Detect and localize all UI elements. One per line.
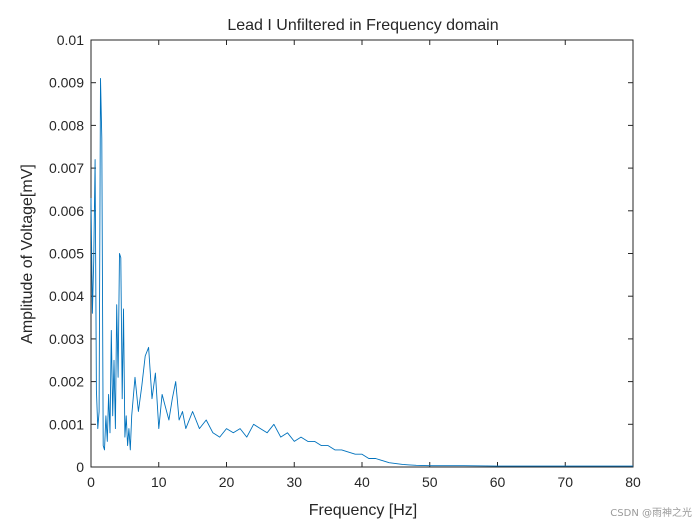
y-tick-label: 0.007 — [49, 160, 84, 176]
ticks: 0 10 20 30 40 50 60 70 80 0 0.001 0.002 0.003 0.004 0.… — [49, 32, 641, 490]
y-tick-label: 0.01 — [57, 32, 84, 48]
y-tick-label: 0.001 — [49, 416, 84, 432]
x-tick-label: 80 — [625, 474, 641, 490]
x-tick-label: 30 — [286, 474, 302, 490]
y-tick-label: 0.002 — [49, 374, 84, 390]
series — [90, 77, 633, 467]
x-axis-label: Frequency [Hz] — [309, 502, 417, 519]
x-tick-label: 40 — [354, 474, 370, 490]
watermark-text: CSDN @雨神之光 — [610, 508, 692, 519]
x-tick-label: 50 — [422, 474, 438, 490]
axes-box — [90, 39, 634, 468]
x-tick-label: 20 — [219, 474, 235, 490]
y-tick-label: 0.006 — [49, 203, 84, 219]
y-tick-label: 0.008 — [49, 117, 84, 133]
series-line — [90, 77, 633, 467]
x-tick-label: 70 — [557, 474, 573, 490]
y-tick-label: 0.009 — [49, 75, 84, 91]
y-tick-label: 0.004 — [49, 288, 84, 304]
y-tick-label: 0.003 — [49, 331, 84, 347]
y-tick-label: 0 — [76, 459, 84, 475]
plot-area — [90, 39, 634, 468]
x-tick-label: 10 — [151, 474, 167, 490]
x-tick-label: 60 — [490, 474, 506, 490]
y-tick-label: 0.005 — [49, 246, 84, 262]
chart-title: Lead I Unfiltered in Frequency domain — [227, 17, 498, 34]
x-tick-label: 0 — [87, 474, 95, 490]
y-axis-label: Amplitude of Voltage[mV] — [19, 164, 36, 344]
